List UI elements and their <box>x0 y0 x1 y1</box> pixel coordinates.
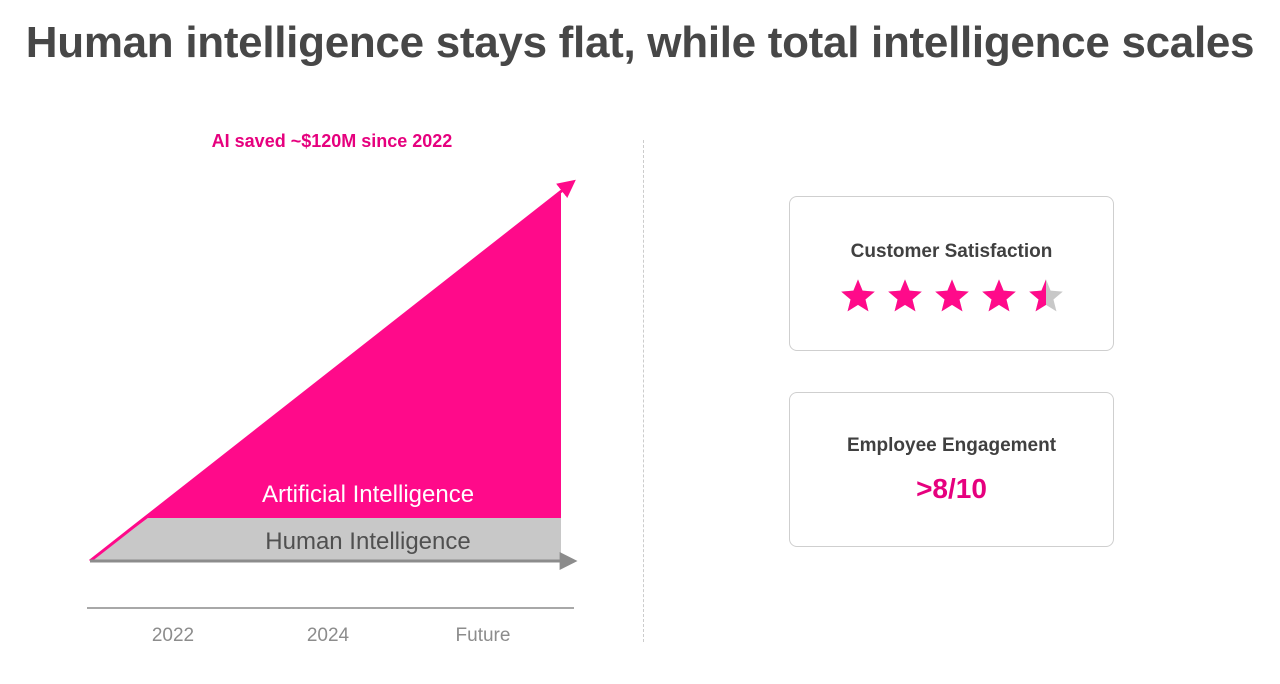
x-tick-label: 2022 <box>152 625 194 646</box>
page-title: Human intelligence stays flat, while tot… <box>25 18 1255 67</box>
star-icon <box>1028 279 1063 312</box>
x-tick-label: 2024 <box>307 625 350 646</box>
human-series-label: Human Intelligence <box>265 528 470 555</box>
star-icon <box>981 279 1016 312</box>
employee-engagement-title: Employee Engagement <box>846 435 1057 456</box>
x-axis-tick-labels: 2022 2024 Future <box>152 625 511 646</box>
star-icon <box>887 279 922 312</box>
customer-satisfaction-card: Customer Satisfaction <box>789 196 1114 351</box>
ai-savings-annotation: AI saved ~$120M since 2022 <box>211 131 453 151</box>
customer-satisfaction-title: Customer Satisfaction <box>850 241 1053 262</box>
star-icon <box>840 279 875 312</box>
ai-growth-arrow <box>89 179 576 563</box>
ai-series-label: Artificial Intelligence <box>262 481 474 508</box>
intelligence-chart: Artificial Intelligence Human Intelligen… <box>87 179 578 646</box>
employee-engagement-value: >8/10 <box>916 473 987 504</box>
x-tick-label: Future <box>456 625 511 646</box>
section-divider <box>643 140 644 642</box>
star-rating <box>790 277 1113 320</box>
employee-engagement-card: Employee Engagement >8/10 <box>789 392 1114 547</box>
star-icon <box>934 279 969 312</box>
human-area <box>90 518 561 561</box>
